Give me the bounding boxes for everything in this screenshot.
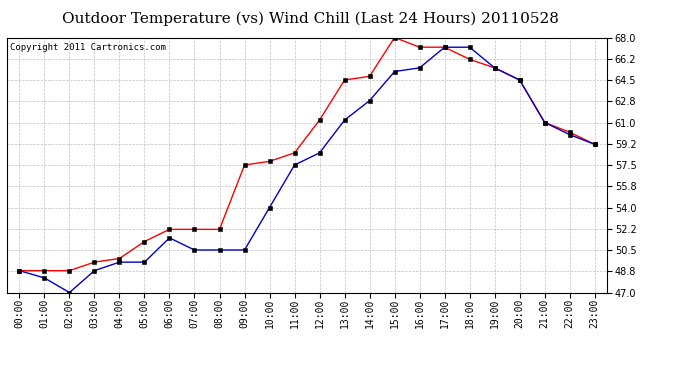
Text: Copyright 2011 Cartronics.com: Copyright 2011 Cartronics.com [10, 43, 166, 52]
Text: Outdoor Temperature (vs) Wind Chill (Last 24 Hours) 20110528: Outdoor Temperature (vs) Wind Chill (Las… [62, 11, 559, 26]
